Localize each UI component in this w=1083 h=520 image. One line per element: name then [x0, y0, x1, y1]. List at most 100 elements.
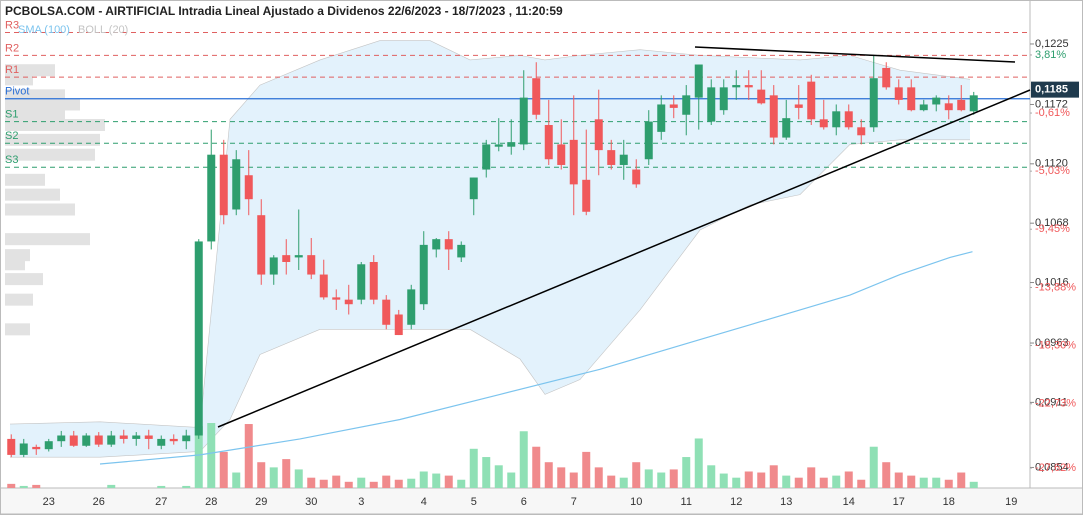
candle-body	[657, 104, 666, 132]
candle-body	[32, 446, 41, 450]
candle-body	[294, 255, 303, 258]
volume-bar	[557, 467, 566, 488]
last-price-box	[1031, 81, 1079, 98]
x-tick-label: 13	[780, 496, 792, 508]
candle-body	[832, 111, 841, 128]
volume-bar	[857, 479, 866, 488]
candle-body	[469, 177, 478, 200]
candle-body	[619, 154, 628, 165]
candle-body	[919, 104, 928, 111]
volume-profile-bar	[5, 119, 105, 132]
volume-bar	[344, 481, 353, 488]
y2-tick-label: -27,62%	[1035, 462, 1076, 474]
candle-body	[357, 264, 366, 300]
volume-bar	[457, 479, 466, 488]
volume-bar	[807, 467, 816, 488]
x-tick-label: 29	[255, 496, 267, 508]
volume-bar	[107, 484, 116, 488]
volume-bar	[407, 478, 416, 488]
candle-body	[632, 169, 641, 185]
candle-body	[957, 99, 966, 111]
volume-bar	[32, 484, 41, 488]
volume-bar	[569, 472, 578, 488]
legend-boll: BOLL (20)	[78, 24, 128, 36]
volume-profile-bar	[5, 293, 33, 306]
y2-tick-label: 3,81%	[1035, 49, 1066, 61]
volume-bar	[732, 477, 741, 488]
volume-profile-bar	[5, 249, 30, 262]
volume-bar	[882, 462, 891, 488]
x-tick-label: 6	[521, 496, 527, 508]
candle-body	[644, 121, 653, 160]
volume-bar	[944, 479, 953, 488]
y-tick-label: 0,0963	[1035, 337, 1069, 349]
volume-bar	[619, 477, 628, 488]
candle-body	[194, 241, 203, 436]
x-tick-label: 4	[421, 496, 427, 508]
last-price-label: 0,1185	[1035, 84, 1068, 96]
candle-body	[69, 435, 78, 446]
x-tick-label: 17	[893, 496, 905, 508]
volume-bar	[919, 477, 928, 488]
volume-profile-bar	[5, 188, 60, 201]
x-tick-label: 11	[681, 496, 692, 508]
candle-body	[707, 87, 716, 122]
y2-tick-label: -18,30%	[1035, 339, 1076, 351]
background-layer	[5, 32, 1034, 488]
volume-bar	[607, 475, 616, 488]
volume-profile-bar	[5, 148, 95, 161]
volume-bar	[382, 475, 391, 488]
volume-bar	[757, 472, 766, 488]
volume-profile-bar	[5, 233, 90, 246]
boll-lower	[10, 139, 970, 458]
candle-body	[944, 103, 953, 111]
candle-body	[807, 81, 816, 120]
pivot-label: S3	[5, 154, 18, 166]
x-tick-label: 18	[943, 496, 955, 508]
x-tick-label: 19	[1005, 496, 1017, 508]
candle-body	[169, 438, 178, 442]
x-tick-label: 28	[205, 496, 217, 508]
y-tick-label: 0,1016	[1035, 276, 1069, 288]
candle-body	[569, 139, 578, 185]
candle-body	[744, 85, 753, 88]
volume-bar	[519, 431, 528, 488]
x-tick-label: 5	[471, 496, 477, 508]
volume-bar	[869, 446, 878, 488]
volume-bar	[494, 465, 503, 488]
volume-bar	[819, 477, 828, 488]
volume-bar	[719, 473, 728, 488]
y-tick-label: 0,0854	[1035, 461, 1069, 473]
volume-bar	[894, 472, 903, 488]
volume-bar	[532, 446, 541, 488]
volume-bar	[769, 465, 778, 488]
volume-bar	[232, 472, 241, 488]
candle-body	[482, 144, 491, 170]
pivot-label: R1	[5, 64, 19, 76]
volume-bar	[332, 475, 341, 488]
x-axis-band	[0, 487, 1083, 515]
candle-body	[519, 97, 528, 145]
volume-bar	[307, 477, 316, 488]
main-layer	[7, 55, 978, 465]
volume-bar	[782, 475, 791, 488]
candle-body	[94, 435, 103, 445]
candle-body	[894, 87, 903, 100]
y2-tick-label: -9,45%	[1035, 223, 1070, 235]
x-tick-label: 12	[730, 496, 742, 508]
volume-bar	[194, 426, 203, 488]
y-tick-label: 0,1225	[1035, 38, 1069, 50]
candle-body	[269, 257, 278, 275]
legend-sma: SMA (100)	[18, 24, 70, 36]
label-layer: R3 R2 R1 Pivot S1 S2 S3 0,1225 0,1172 0,1120 0,106…	[5, 19, 1079, 508]
volume-bar	[744, 471, 753, 488]
volume-bar	[594, 467, 603, 488]
candle-body	[532, 78, 541, 115]
candle-body	[119, 435, 128, 439]
candle-body	[869, 78, 878, 128]
volume-bar	[19, 485, 28, 488]
volume-bar	[257, 462, 266, 488]
candle-body	[107, 435, 116, 445]
y2-tick-label: -13,88%	[1035, 281, 1076, 293]
candle-body	[757, 89, 766, 104]
